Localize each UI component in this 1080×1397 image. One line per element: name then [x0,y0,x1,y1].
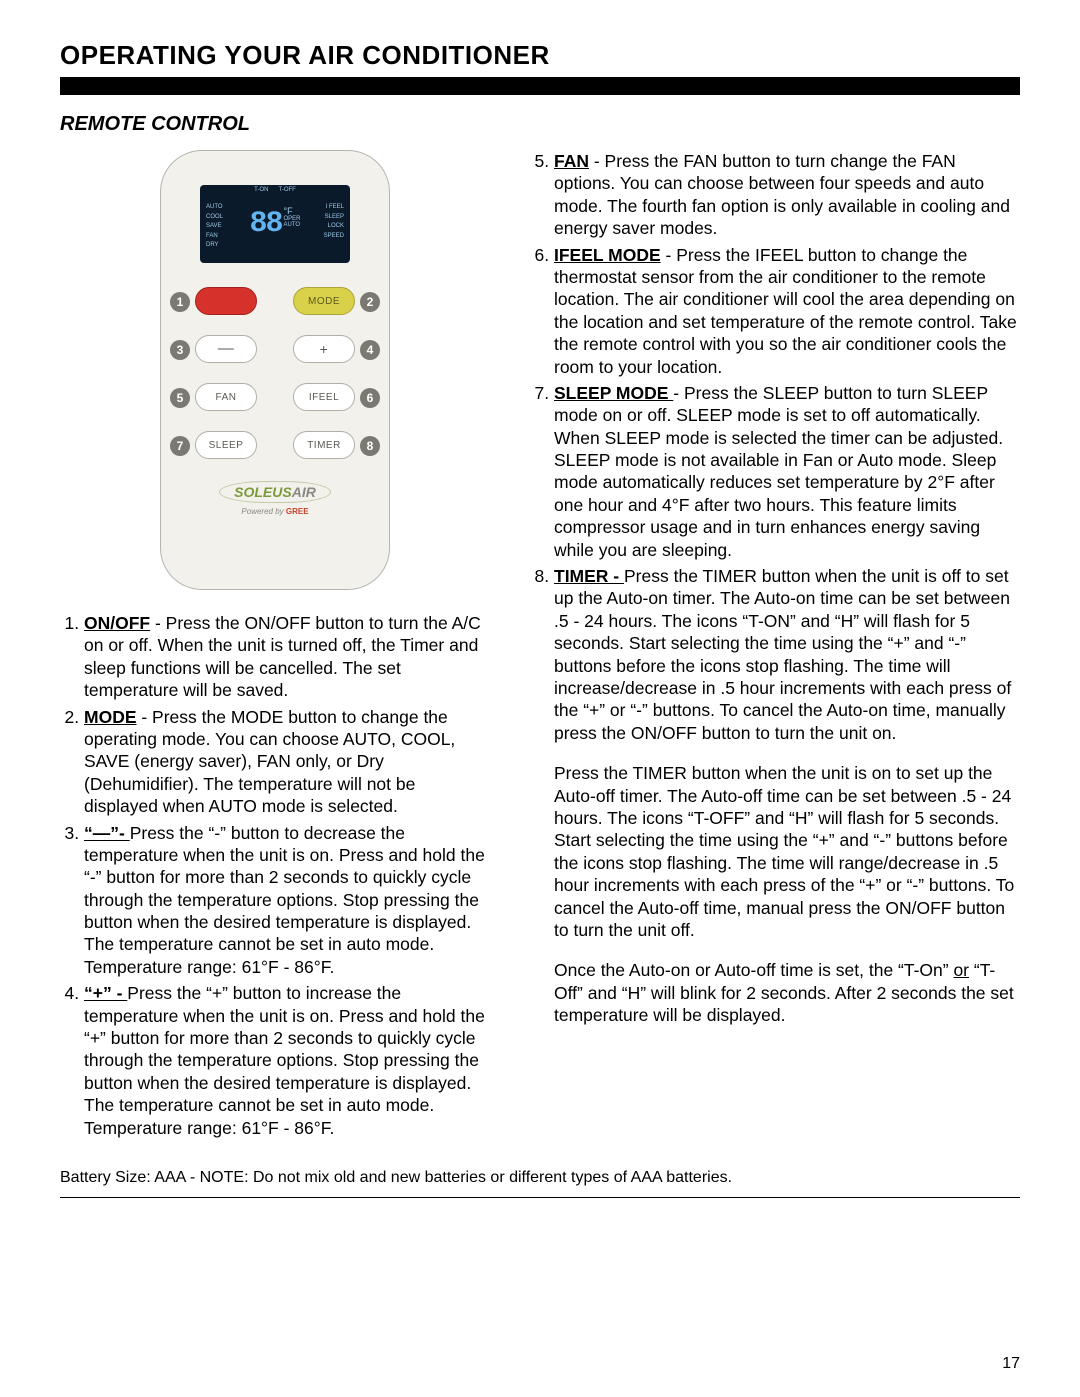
logo-soleus-text: SOLEUS [234,484,292,500]
lcd-save: SAVE [206,222,223,232]
badge-2: 2 [360,292,380,312]
item-text: Press the TIMER button when the unit is … [554,566,1011,743]
item-label: SLEEP MODE [554,383,673,403]
list-item: ON/OFF - Press the ON/OFF button to turn… [84,612,490,702]
content-columns: T-ON T-OFF AUTO COOL SAVE FAN DRY I FEEL… [60,150,1020,1143]
ifeel-label: IFEEL [309,392,339,403]
left-column: T-ON T-OFF AUTO COOL SAVE FAN DRY I FEEL… [60,150,490,1143]
plus-label: + [320,341,329,357]
badge-5: 5 [170,388,190,408]
list-item: “+” - Press the “+” button to increase t… [84,982,490,1139]
item-text: - Press the MODE button to change the op… [84,707,455,817]
badge-8: 8 [360,436,380,456]
item-label: MODE [84,707,137,727]
page-title: OPERATING YOUR AIR CONDITIONER [60,40,1020,71]
sleep-button[interactable]: 7 SLEEP [195,431,257,459]
lcd-temp: 88 [249,207,281,241]
left-instructions-list: ON/OFF - Press the ON/OFF button to turn… [60,612,490,1139]
timer-label: TIMER [307,440,341,451]
powered-by-text: Powered by [241,507,285,516]
remote-body: T-ON T-OFF AUTO COOL SAVE FAN DRY I FEEL… [160,150,390,590]
right-instructions-list: FAN - Press the FAN button to turn chang… [530,150,1020,744]
lcd-sleep: SLEEP [324,213,344,223]
list-item: SLEEP MODE - Press the SLEEP button to t… [554,382,1020,561]
item-label: ON/OFF [84,613,150,633]
battery-footnote: Battery Size: AAA - NOTE: Do not mix old… [60,1169,1020,1187]
badge-6: 6 [360,388,380,408]
remote-buttons: 1 ON/OFF 2 MODE 3 — [195,287,355,459]
item-label: TIMER - [554,566,624,586]
lcd-toff: T-OFF [279,187,296,193]
timer-para-3: Once the Auto-on or Auto-off time is set… [554,959,1020,1026]
minus-label: — [218,340,235,358]
item-text: Press the “+” button to increase the tem… [84,983,485,1137]
lcd-dry: DRY [206,241,223,251]
fan-label: FAN [216,392,237,403]
onoff-button[interactable]: 1 ON/OFF [195,287,257,315]
badge-1: 1 [170,292,190,312]
item-text: - Press the SLEEP button to turn SLEEP m… [554,383,1003,560]
timer-para-2: Press the TIMER button when the unit is … [554,762,1020,941]
lcd-auto: AUTO [206,203,223,213]
item-label: IFEEL MODE [554,245,661,265]
item-text: Press the “-” button to decrease the tem… [84,823,485,977]
list-item: TIMER - Press the TIMER button when the … [554,565,1020,744]
section-subheader: REMOTE CONTROL [60,113,1020,136]
minus-button[interactable]: 3 — [195,335,257,363]
list-item: MODE - Press the MODE button to change t… [84,706,490,818]
remote-illustration: T-ON T-OFF AUTO COOL SAVE FAN DRY I FEEL… [60,150,490,590]
mode-label: MODE [308,296,340,307]
item-label: “+” - [84,983,127,1003]
lcd-speed: SPEED [324,232,344,242]
mode-button[interactable]: 2 MODE [293,287,355,315]
timer-button[interactable]: 8 TIMER [293,431,355,459]
logo-air-text: AIR [292,484,316,500]
lcd-autoind: AUTO [284,222,301,228]
badge-3: 3 [170,340,190,360]
header-bar [60,77,1020,95]
page-number: 17 [1002,1355,1020,1373]
item-text: - Press the FAN button to turn change th… [554,151,1010,238]
gree-text: GREE [286,507,309,516]
p3-part-a: Once the Auto-on or Auto-off time is set… [554,960,953,980]
lcd-ton: T-ON [254,187,268,193]
right-column: FAN - Press the FAN button to turn chang… [530,150,1020,1143]
fan-button[interactable]: 5 FAN [195,383,257,411]
lcd-fan: FAN [206,232,223,242]
lcd-degf: °F [284,207,301,216]
plus-button[interactable]: 4 + [293,335,355,363]
badge-7: 7 [170,436,190,456]
lcd-cool: COOL [206,213,223,223]
lcd-ifeel: I FEEL [324,203,344,213]
p3-or: or [953,960,969,980]
remote-display: T-ON T-OFF AUTO COOL SAVE FAN DRY I FEEL… [200,185,350,263]
list-item: IFEEL MODE - Press the IFEEL button to c… [554,244,1020,378]
item-label: “—”- [84,823,130,843]
footer-rule [60,1197,1020,1198]
list-item: FAN - Press the FAN button to turn chang… [554,150,1020,240]
sleep-label: SLEEP [209,440,244,451]
remote-logo: SOLEUSAIR Powered by GREE [219,481,331,516]
lcd-lock: LOCK [324,222,344,232]
badge-4: 4 [360,340,380,360]
item-label: FAN [554,151,589,171]
list-item: “—”- Press the “-” button to decrease th… [84,822,490,979]
ifeel-button[interactable]: 6 IFEEL [293,383,355,411]
